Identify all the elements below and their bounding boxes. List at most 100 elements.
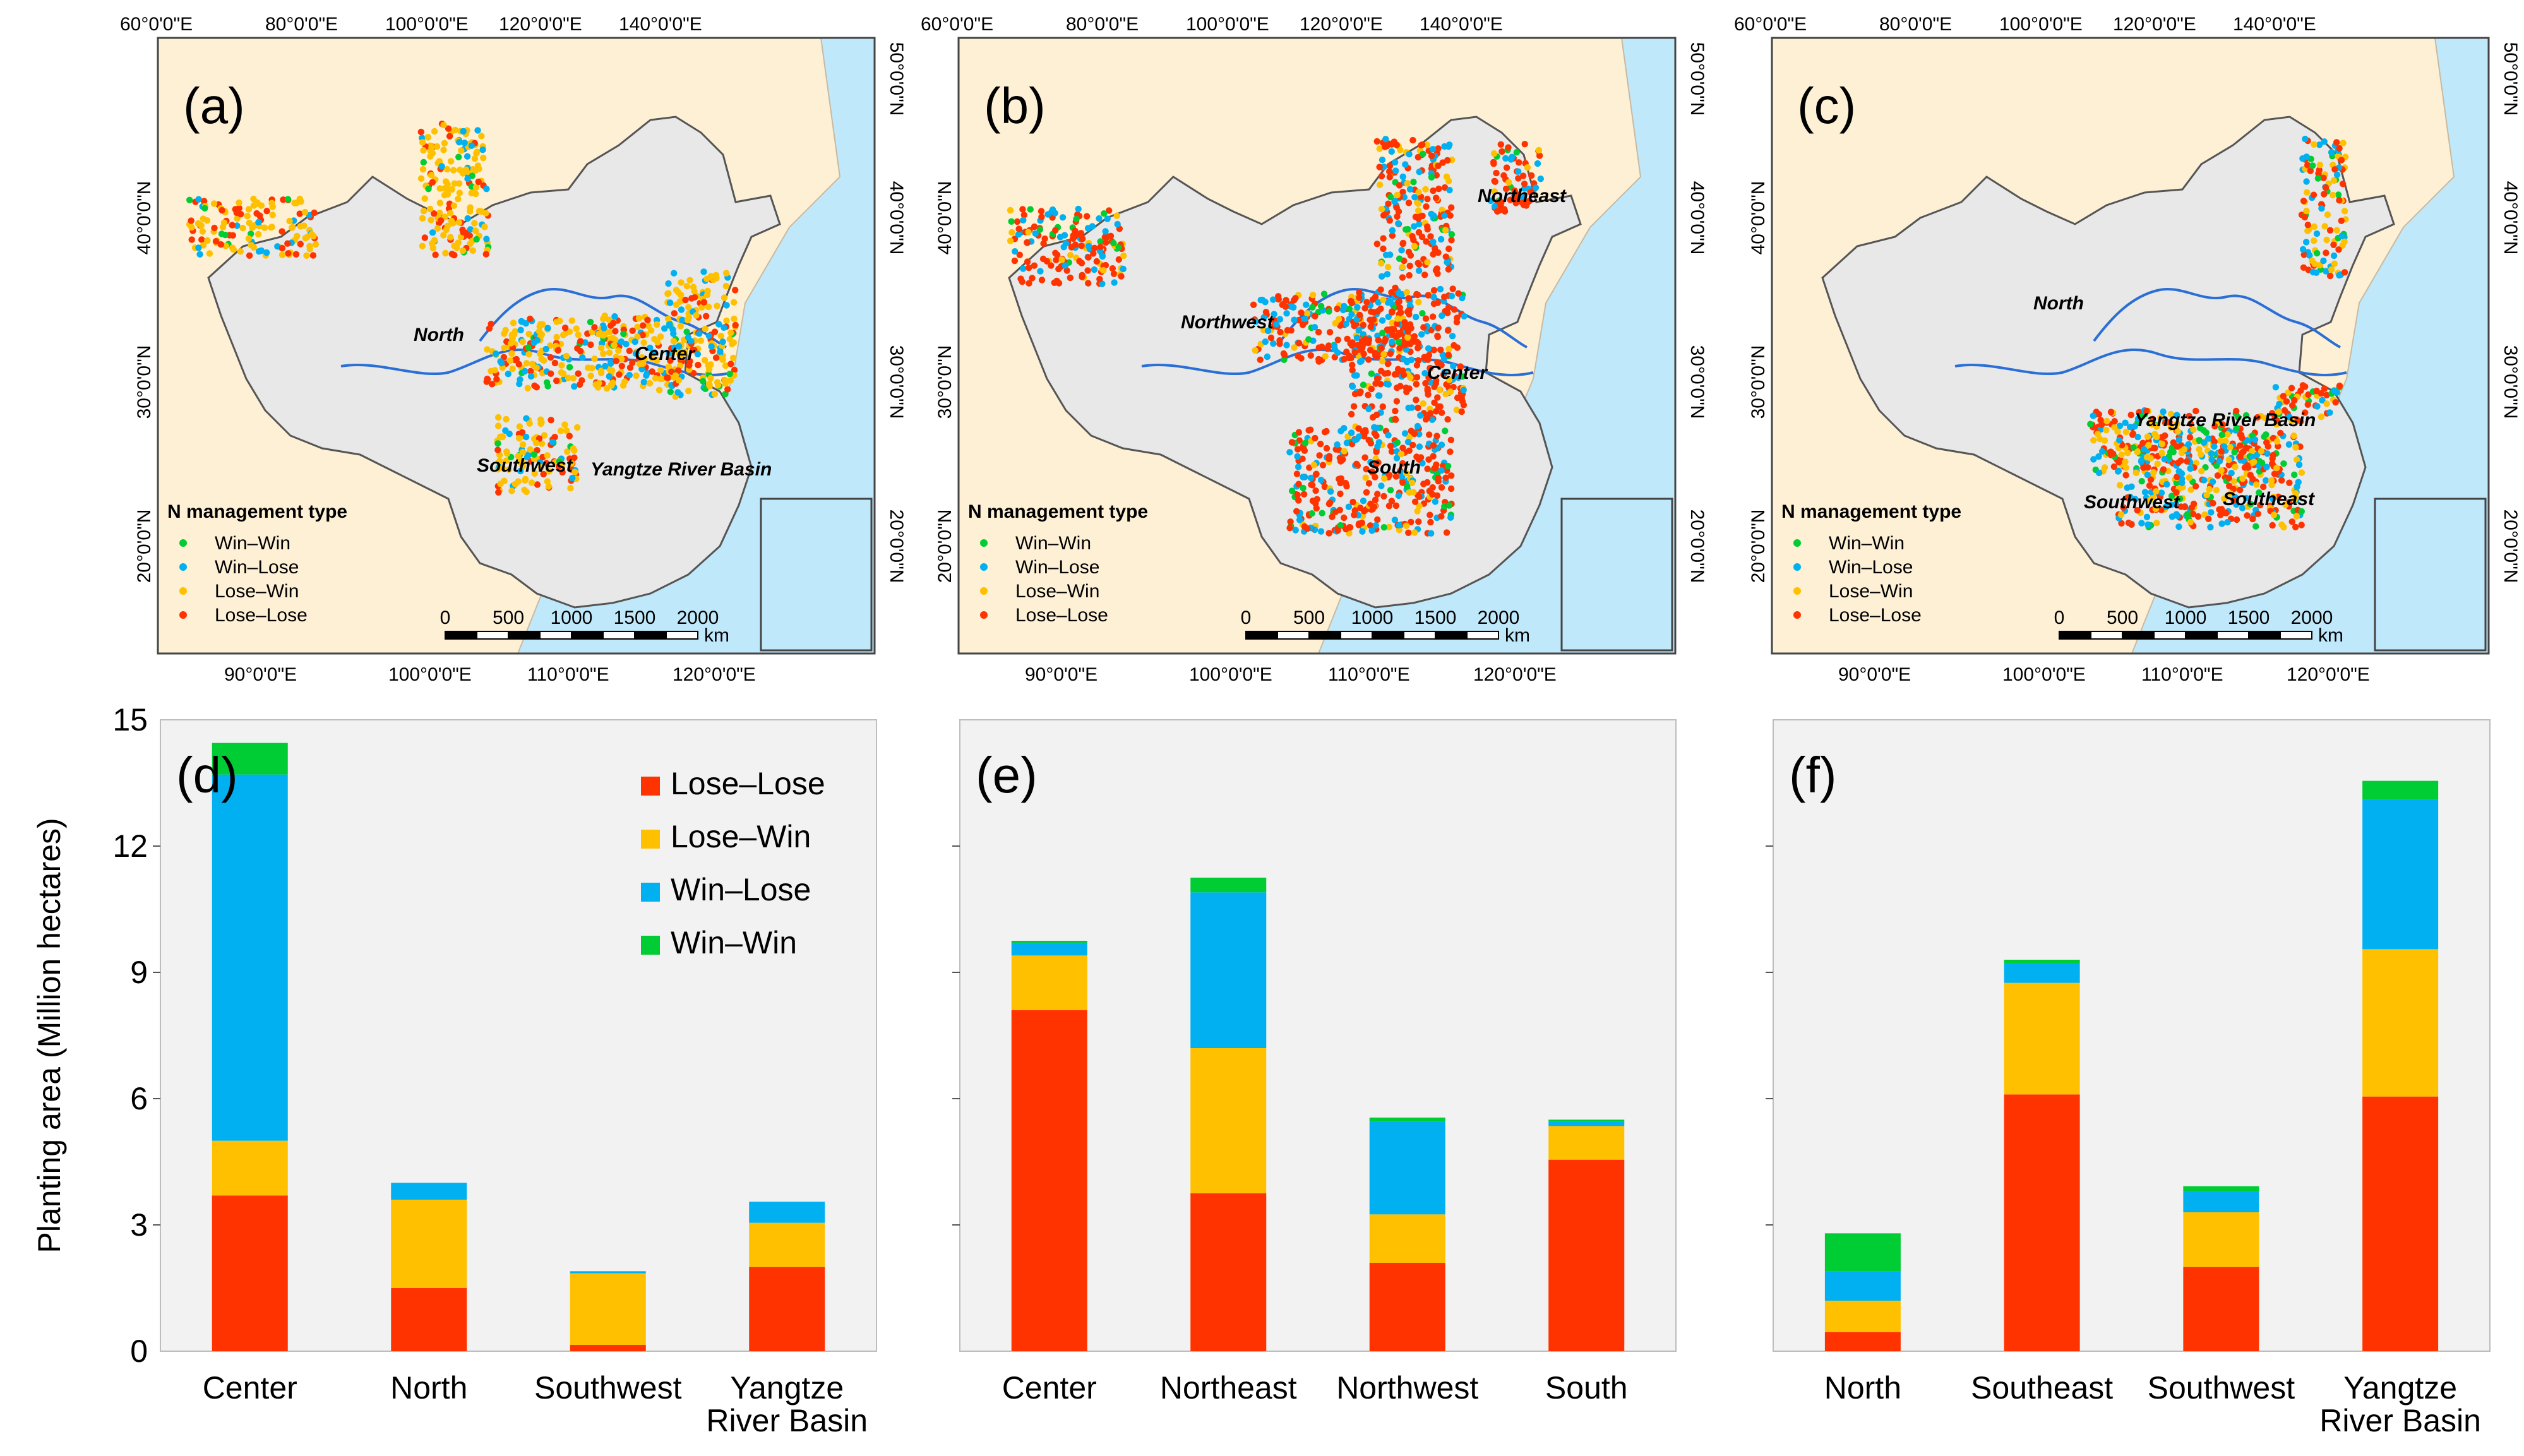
station-dot — [1415, 189, 1422, 196]
station-dot — [1267, 334, 1275, 342]
station-dot — [2286, 414, 2293, 421]
station-dot — [620, 330, 627, 337]
station-dot — [1441, 369, 1448, 376]
station-dot — [1313, 496, 1320, 503]
station-dot — [473, 150, 480, 157]
station-dot — [419, 242, 426, 249]
station-dot — [1012, 248, 1019, 255]
station-dot — [1399, 173, 1406, 181]
station-dot — [278, 244, 286, 252]
station-dot — [1368, 370, 1375, 377]
latitude-tick-right: 20°0'0"N — [2500, 510, 2521, 583]
station-dot — [2249, 515, 2256, 523]
map-legend-marker — [179, 563, 187, 571]
station-dot — [1349, 498, 1356, 506]
bar-segment — [2362, 799, 2439, 950]
station-dot — [1044, 211, 1051, 218]
station-dot — [517, 467, 524, 475]
station-dot — [1433, 433, 1440, 439]
station-dot — [455, 239, 462, 246]
y-tick-label: 9 — [130, 955, 148, 990]
station-dot — [2110, 450, 2117, 457]
station-dot — [1363, 465, 1370, 473]
station-dot — [683, 328, 690, 335]
station-dot — [426, 205, 434, 213]
station-dot — [2187, 420, 2194, 427]
station-dot — [2192, 483, 2199, 490]
station-dot — [1392, 407, 1399, 415]
station-dot — [268, 224, 275, 230]
map-panel-c: 60°0'0"E 80°0'0"E 100°0'0"E 120°0'0"E 140°0'… — [1734, 14, 2521, 685]
station-dot — [2292, 490, 2299, 497]
station-dot — [1309, 292, 1317, 299]
station-dot — [1389, 232, 1396, 239]
station-dot — [1085, 254, 1092, 261]
station-dot — [2311, 141, 2318, 148]
station-dot — [1348, 429, 1355, 436]
station-dot — [2330, 241, 2337, 248]
station-dot — [674, 289, 682, 295]
station-dot — [1341, 448, 1348, 455]
station-dot — [1372, 522, 1379, 529]
station-dot — [2162, 432, 2168, 439]
station-dot — [649, 355, 655, 362]
bar-segment — [1548, 1121, 1625, 1126]
station-dot — [1404, 225, 1411, 233]
station-dot — [1019, 278, 1026, 285]
station-dot — [303, 252, 310, 259]
station-dot — [2150, 469, 2157, 476]
bar-segment — [1824, 1332, 1901, 1351]
station-dot — [1448, 472, 1455, 479]
station-dot — [596, 331, 603, 338]
station-dot — [2237, 486, 2244, 494]
station-dot — [2194, 513, 2202, 520]
station-dot — [2328, 148, 2335, 156]
station-dot — [1411, 529, 1418, 536]
station-dot — [2298, 469, 2306, 476]
station-dot — [1308, 481, 1315, 488]
longitude-tick-top: 100°0'0"E — [1999, 14, 2083, 35]
station-dot — [1410, 179, 1417, 186]
station-dot — [1394, 315, 1401, 322]
station-dot — [1252, 347, 1259, 354]
station-dot — [513, 355, 520, 363]
station-dot — [1053, 256, 1060, 263]
station-dot — [1380, 350, 1387, 358]
station-dot — [690, 369, 697, 377]
station-dot — [2323, 391, 2330, 398]
station-dot — [1008, 218, 1015, 225]
station-dot — [2157, 414, 2164, 421]
station-dot — [1380, 245, 1387, 253]
station-dot — [2237, 453, 2244, 460]
station-dot — [2189, 510, 2197, 518]
south-china-sea-inset — [760, 498, 873, 652]
station-dot — [1392, 284, 1399, 292]
station-dot — [715, 321, 722, 328]
station-dot — [1334, 349, 1341, 356]
station-dot — [1385, 263, 1392, 271]
station-dot — [1377, 381, 1384, 388]
station-dot — [1369, 506, 1376, 513]
station-dot — [2208, 450, 2215, 457]
station-dot — [1056, 234, 1064, 241]
station-dot — [2223, 510, 2230, 516]
station-dot — [1361, 454, 1368, 461]
station-dot — [2150, 415, 2156, 422]
station-dot — [2326, 227, 2334, 234]
station-dot — [2181, 503, 2188, 511]
station-dot — [1063, 267, 1070, 274]
station-dot — [675, 367, 682, 374]
station-dot — [2289, 402, 2296, 409]
x-tick-label: Southwest — [534, 1370, 682, 1405]
station-dot — [685, 388, 692, 395]
station-dot — [2117, 511, 2125, 518]
station-dot — [1378, 344, 1385, 351]
bar-segment — [749, 1202, 825, 1223]
station-dot — [311, 209, 318, 217]
station-dot — [1380, 212, 1387, 219]
station-dot — [434, 225, 441, 232]
station-dot — [611, 342, 618, 349]
station-dot — [1348, 299, 1355, 307]
station-dot — [483, 186, 490, 193]
yellow-river — [2093, 287, 2341, 349]
